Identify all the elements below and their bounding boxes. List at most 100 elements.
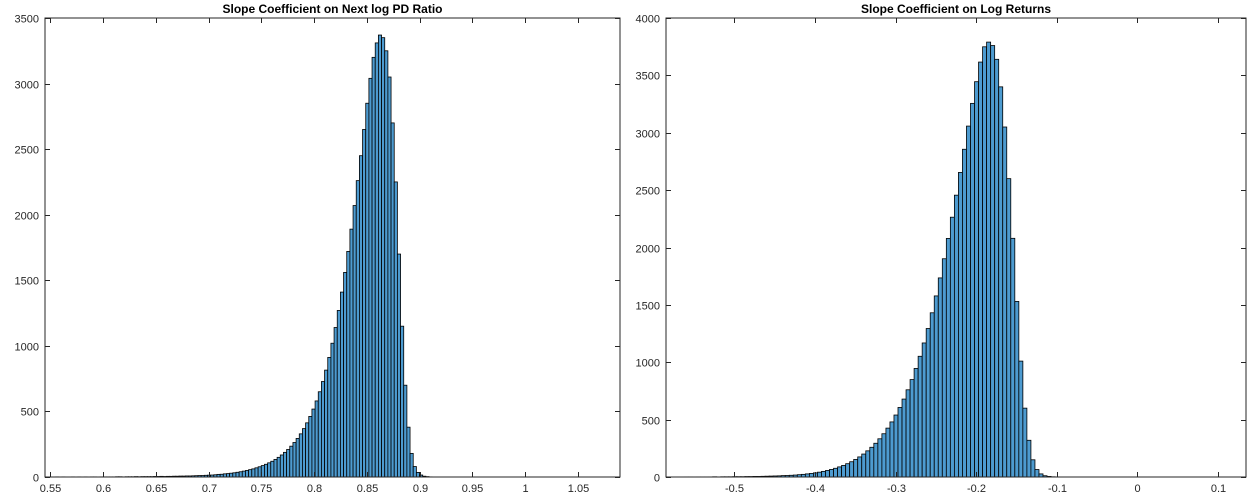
histogram-bar — [853, 459, 859, 478]
y-tick-label: 500 — [21, 407, 39, 419]
histogram-bar — [1006, 178, 1012, 478]
histogram-bar — [889, 421, 895, 478]
histogram-bar — [966, 125, 971, 478]
histogram-bar — [829, 469, 834, 478]
histogram-bar — [349, 228, 354, 478]
histogram-bar — [245, 470, 250, 478]
histogram-bar — [869, 446, 875, 478]
x-tick-label: 0.7 — [202, 483, 217, 495]
histogram-bar — [248, 469, 253, 478]
x-tick-label: -0.3 — [887, 483, 906, 495]
histogram-bar — [849, 461, 855, 478]
histogram-bar — [901, 398, 907, 478]
y-tick-label: 3000 — [636, 129, 660, 141]
histogram-bar — [333, 327, 338, 478]
histogram-bar — [381, 37, 386, 478]
x-tick-label: -0.4 — [806, 483, 825, 495]
histogram-bar — [264, 463, 269, 478]
histogram-bar — [1002, 126, 1008, 478]
histogram-bar — [909, 379, 915, 478]
y-tick-label: 3000 — [15, 80, 39, 92]
histogram-bar — [1030, 459, 1036, 478]
y-tick-label: 2500 — [636, 186, 660, 198]
histogram-bar — [837, 466, 843, 478]
histogram-bar — [343, 272, 348, 478]
histogram-bar — [327, 356, 332, 478]
histogram-bar — [958, 172, 963, 478]
histogram-bar — [358, 155, 363, 478]
histogram-bar — [953, 194, 959, 478]
y-tick-label: 1000 — [636, 358, 660, 370]
histogram-bar — [1010, 237, 1016, 478]
histogram-bar — [949, 216, 955, 478]
histogram-bar — [254, 467, 259, 478]
histogram-bar — [226, 473, 231, 478]
histogram-bar — [998, 86, 1004, 478]
histogram-bar — [921, 342, 927, 478]
histogram-bar — [365, 102, 370, 478]
histogram-bar — [403, 384, 408, 478]
histogram-bar — [302, 428, 306, 478]
histogram-bar — [1018, 360, 1024, 478]
y-tick-label: 3500 — [15, 14, 39, 26]
histogram-bar — [833, 467, 838, 478]
x-tick-label: 1 — [522, 483, 528, 495]
histogram-bar — [362, 129, 367, 478]
histogram-bar — [1022, 407, 1028, 478]
y-tick-label: 1500 — [636, 301, 660, 313]
histogram-bar — [241, 470, 246, 478]
x-tick-label: 0 — [1134, 483, 1140, 495]
histogram-bar — [974, 81, 979, 478]
y-tick-label: 1000 — [15, 342, 39, 354]
histogram-bar — [308, 416, 313, 478]
histogram-bar — [251, 468, 256, 478]
x-tick-label: 0.65 — [146, 483, 167, 495]
histogram-bar — [330, 342, 335, 478]
histogram-bar — [865, 450, 871, 478]
histogram-bar — [289, 445, 294, 478]
x-tick-label: 0.6 — [96, 483, 111, 495]
histogram-bar — [279, 454, 284, 478]
y-tick-label: 500 — [642, 416, 660, 428]
histogram-bar — [1014, 301, 1020, 478]
histogram-bar — [913, 368, 919, 478]
histogram-bar — [390, 122, 395, 478]
y-tick-label: 2000 — [15, 211, 39, 223]
histogram-bar — [311, 408, 316, 478]
histogram-bars — [55, 34, 433, 478]
y-tick-label: 0 — [33, 473, 39, 485]
histogram-bar — [893, 414, 899, 478]
chart-panel-2: -0.5 -0.4 -0.3 -0.2 -0.1 0 0.1 0 500 1000 1500 2000… — [636, 2, 1247, 495]
histogram-bar — [857, 456, 863, 478]
histogram-bar — [845, 463, 851, 478]
histogram-bar — [917, 355, 923, 478]
histogram-bar — [817, 471, 822, 478]
histogram-bar — [295, 438, 300, 478]
y-tick-label: 2000 — [636, 244, 660, 256]
histogram-bar — [861, 453, 867, 478]
histogram-bar — [1034, 469, 1040, 478]
histogram-bar — [374, 42, 379, 478]
histogram-bar — [877, 438, 883, 478]
histogram-bar — [396, 253, 401, 478]
histogram-bar — [994, 58, 1000, 478]
histogram-bar — [371, 56, 376, 478]
histogram-bar — [412, 466, 417, 478]
x-tick-label: 1.05 — [568, 483, 589, 495]
histogram-bars — [684, 41, 1060, 478]
histogram-bar — [229, 472, 234, 478]
y-tick-label: 0 — [654, 473, 660, 485]
plot-area-frame — [665, 17, 1247, 478]
histogram-bar — [409, 452, 414, 478]
histogram-bar — [897, 407, 903, 478]
histogram-bar — [970, 102, 975, 478]
histogram-bar — [235, 471, 240, 478]
histogram-bar — [905, 389, 911, 478]
x-tick-label: 0.9 — [413, 483, 428, 495]
histogram-bar — [232, 472, 237, 478]
y-tick-label: 1500 — [15, 276, 39, 288]
histogram-bar — [324, 369, 329, 478]
y-tick-label: 3500 — [636, 71, 660, 83]
histogram-bar — [986, 41, 992, 478]
histogram-bar — [925, 328, 931, 478]
